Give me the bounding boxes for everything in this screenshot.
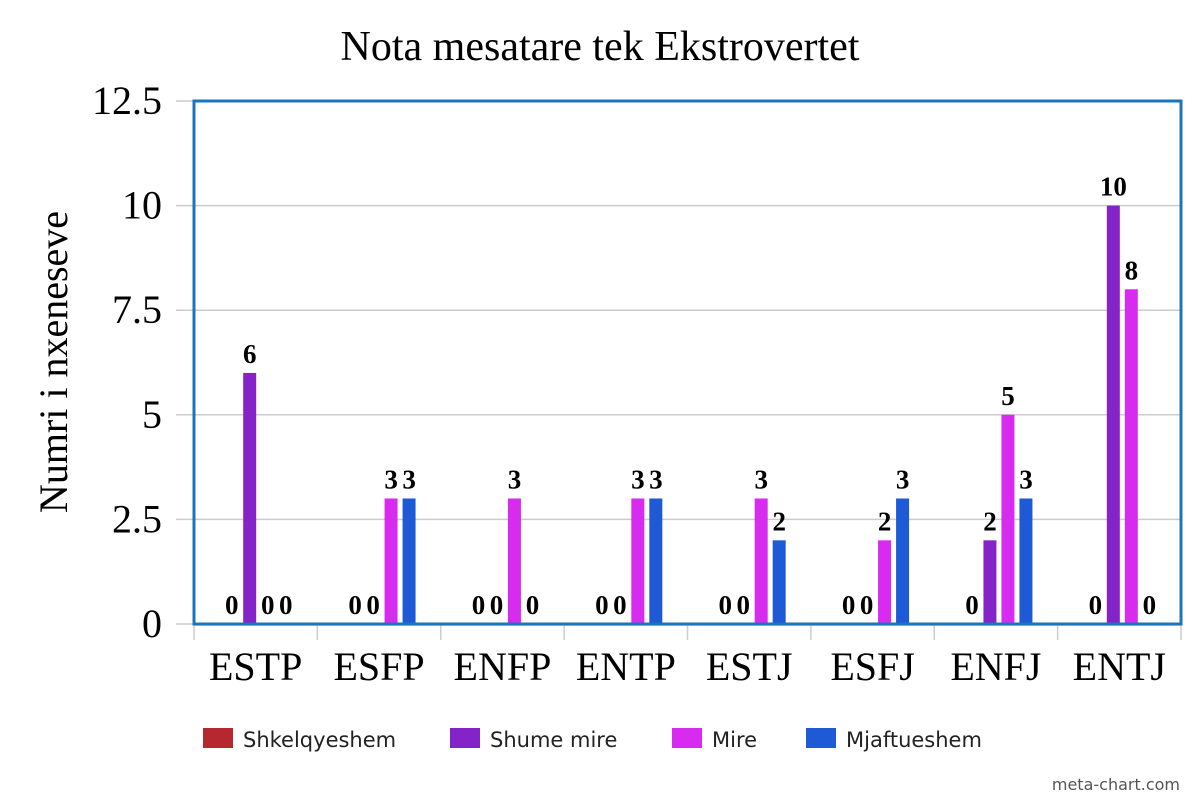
data-label: 0 (718, 590, 732, 620)
data-label: 0 (736, 590, 750, 620)
bar (649, 498, 663, 624)
legend-swatch (806, 728, 836, 748)
data-label: 3 (508, 464, 522, 494)
legend-item: Mjaftueshem (806, 728, 982, 752)
legend-label: Shkelqyeshem (243, 728, 396, 752)
x-tick-label: ENTP (576, 644, 676, 689)
bar (384, 498, 398, 624)
gridlines (194, 204, 1181, 521)
data-label: 3 (631, 464, 645, 494)
legend-item: Shume mire (450, 728, 617, 752)
bar (1001, 414, 1015, 624)
data-label: 2 (772, 506, 786, 536)
data-label: 3 (754, 464, 768, 494)
y-tick-label: 12.5 (92, 78, 162, 123)
data-label: 3 (1019, 464, 1033, 494)
data-label: 10 (1100, 172, 1127, 202)
x-tick-label: ESTP (209, 644, 302, 689)
bar (243, 372, 257, 624)
chart-title: Nota mesatare tek Ekstrovertet (341, 24, 860, 70)
data-label: 0 (965, 590, 979, 620)
y-tick-label: 10 (122, 183, 162, 228)
y-tick-label: 7.5 (112, 287, 162, 332)
data-label: 3 (649, 464, 663, 494)
data-label: 0 (860, 590, 874, 620)
legend-label: Shume mire (490, 728, 617, 752)
bar (1019, 498, 1033, 624)
data-label: 0 (366, 590, 380, 620)
bar (754, 498, 768, 624)
x-tick-label: ENFP (454, 644, 552, 689)
x-tick-label: ESFP (333, 644, 424, 689)
data-label: 0 (490, 590, 504, 620)
bar (507, 498, 521, 624)
data-label: 0 (613, 590, 627, 620)
data-label: 0 (225, 590, 239, 620)
bar (896, 498, 910, 624)
x-tick-label: ESTJ (706, 644, 793, 689)
x-tick-label: ENFJ (950, 644, 1041, 689)
bar (402, 498, 416, 624)
bar (1106, 205, 1120, 624)
data-label: 2 (983, 506, 997, 536)
legend-label: Mire (712, 728, 757, 752)
x-tick-label: ESFJ (830, 644, 915, 689)
data-label: 0 (348, 590, 362, 620)
y-axis-ticks: 0 2.5 5 7.5 10 12.5 (92, 78, 194, 646)
y-tick-label: 0 (142, 601, 162, 646)
legend-swatch (203, 728, 233, 748)
data-label: 0 (842, 590, 856, 620)
bar (772, 540, 786, 624)
bar (983, 540, 997, 624)
legend-item: Shkelqyeshem (203, 728, 396, 752)
bar (631, 498, 645, 624)
bars (243, 205, 1138, 624)
legend: Shkelqyeshem Shume mire Mire Mjaftueshem (203, 728, 982, 752)
data-label: 0 (261, 590, 275, 620)
legend-label: Mjaftueshem (846, 728, 982, 752)
legend-swatch (672, 728, 702, 748)
x-axis-ticks: ESTP ESFP ENFP ENTP ESTJ ESFJ ENFJ ENTJ (193, 624, 1182, 689)
bar (878, 540, 892, 624)
legend-swatch (450, 728, 480, 748)
data-label: 8 (1125, 255, 1139, 285)
y-tick-label: 5 (142, 392, 162, 437)
data-label: 6 (243, 339, 257, 369)
data-label: 0 (595, 590, 609, 620)
data-label: 3 (402, 464, 416, 494)
data-label: 0 (279, 590, 293, 620)
bar (1124, 289, 1138, 624)
y-axis-label: Numri i nxeneseve (31, 211, 76, 513)
data-label: 3 (896, 464, 910, 494)
x-tick-label: ENTJ (1073, 644, 1166, 689)
data-label: 0 (1089, 590, 1103, 620)
data-label: 0 (526, 590, 540, 620)
watermark: meta-chart.com (1052, 775, 1180, 794)
legend-item: Mire (672, 728, 757, 752)
data-label: 3 (384, 464, 398, 494)
data-label: 5 (1001, 381, 1015, 411)
data-label: 0 (1143, 590, 1157, 620)
data-label: 2 (878, 506, 892, 536)
data-label: 0 (472, 590, 486, 620)
plot-frame (192, 99, 1183, 626)
y-tick-label: 2.5 (112, 496, 162, 541)
